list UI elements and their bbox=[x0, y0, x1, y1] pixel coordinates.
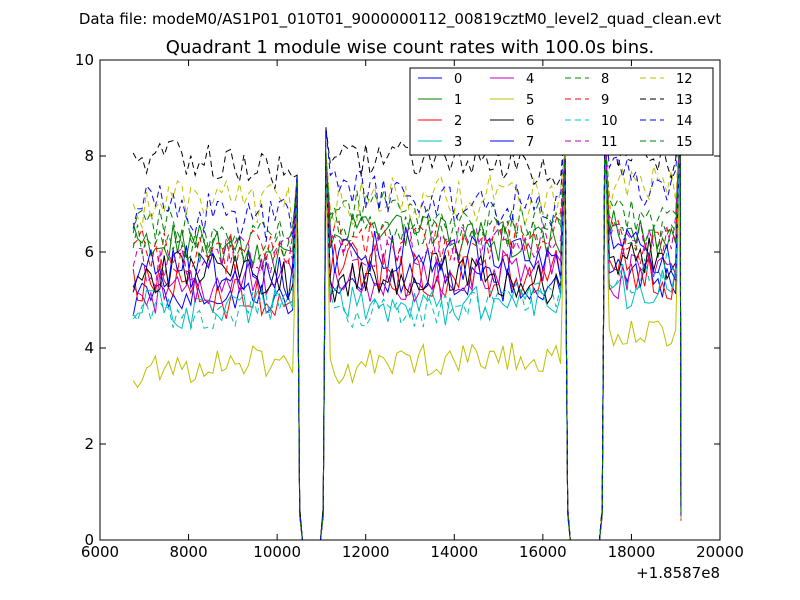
legend-label-10: 10 bbox=[601, 114, 618, 129]
chart-suptitle: Data file: modeM0/AS1P01_010T01_90000001… bbox=[79, 10, 721, 29]
legend-label-11: 11 bbox=[601, 135, 618, 150]
x-offset-label: +1.8587e8 bbox=[636, 564, 720, 582]
legend-label-1: 1 bbox=[454, 93, 462, 108]
x-tick-label: 18000 bbox=[608, 543, 656, 561]
x-tick-label: 14000 bbox=[430, 543, 478, 561]
series-layer bbox=[132, 98, 682, 541]
legend-label-2: 2 bbox=[454, 114, 462, 129]
legend-label-15: 15 bbox=[676, 135, 693, 150]
x-tick-label: 12000 bbox=[342, 543, 390, 561]
legend-label-7: 7 bbox=[526, 135, 534, 150]
legend-label-13: 13 bbox=[676, 93, 693, 108]
series-line-8 bbox=[132, 122, 682, 541]
y-tick-label: 0 bbox=[84, 531, 94, 549]
legend-label-8: 8 bbox=[601, 72, 609, 87]
series-line-9 bbox=[132, 127, 682, 541]
series-line-14 bbox=[132, 112, 682, 541]
legend-label-6: 6 bbox=[526, 114, 534, 129]
series-line-7 bbox=[132, 127, 682, 541]
x-tick-label: 6000 bbox=[81, 543, 119, 561]
series-line-1 bbox=[132, 127, 682, 541]
legend-label-4: 4 bbox=[526, 72, 534, 87]
y-tick-label: 10 bbox=[75, 51, 94, 69]
series-line-13 bbox=[132, 98, 682, 541]
series-line-11 bbox=[132, 127, 682, 541]
chart-title: Quadrant 1 module wise count rates with … bbox=[166, 37, 655, 58]
legend-label-9: 9 bbox=[601, 93, 609, 108]
legend-label-0: 0 bbox=[454, 72, 462, 87]
y-tick-label: 4 bbox=[84, 339, 94, 357]
x-tick-label: 10000 bbox=[253, 543, 301, 561]
series-line-15 bbox=[132, 122, 682, 541]
y-tick-label: 2 bbox=[84, 435, 94, 453]
axes-frame bbox=[99, 59, 721, 541]
legend-label-14: 14 bbox=[676, 114, 693, 129]
y-tick-label: 6 bbox=[84, 243, 94, 261]
legend-label-5: 5 bbox=[526, 93, 534, 108]
series-line-5 bbox=[132, 146, 682, 541]
series-line-12 bbox=[132, 117, 682, 541]
x-tick-label: 20000 bbox=[696, 543, 744, 561]
y-tick-label: 8 bbox=[84, 147, 94, 165]
x-tick-label: 16000 bbox=[519, 543, 567, 561]
series-line-0 bbox=[132, 127, 682, 541]
legend-label-3: 3 bbox=[454, 135, 462, 150]
legend-label-12: 12 bbox=[676, 72, 693, 87]
x-tick-label: 8000 bbox=[169, 543, 207, 561]
ticks-layer: 6000 8000 10000 12000 14000 16000 18000 20000 0 2… bbox=[75, 51, 744, 561]
